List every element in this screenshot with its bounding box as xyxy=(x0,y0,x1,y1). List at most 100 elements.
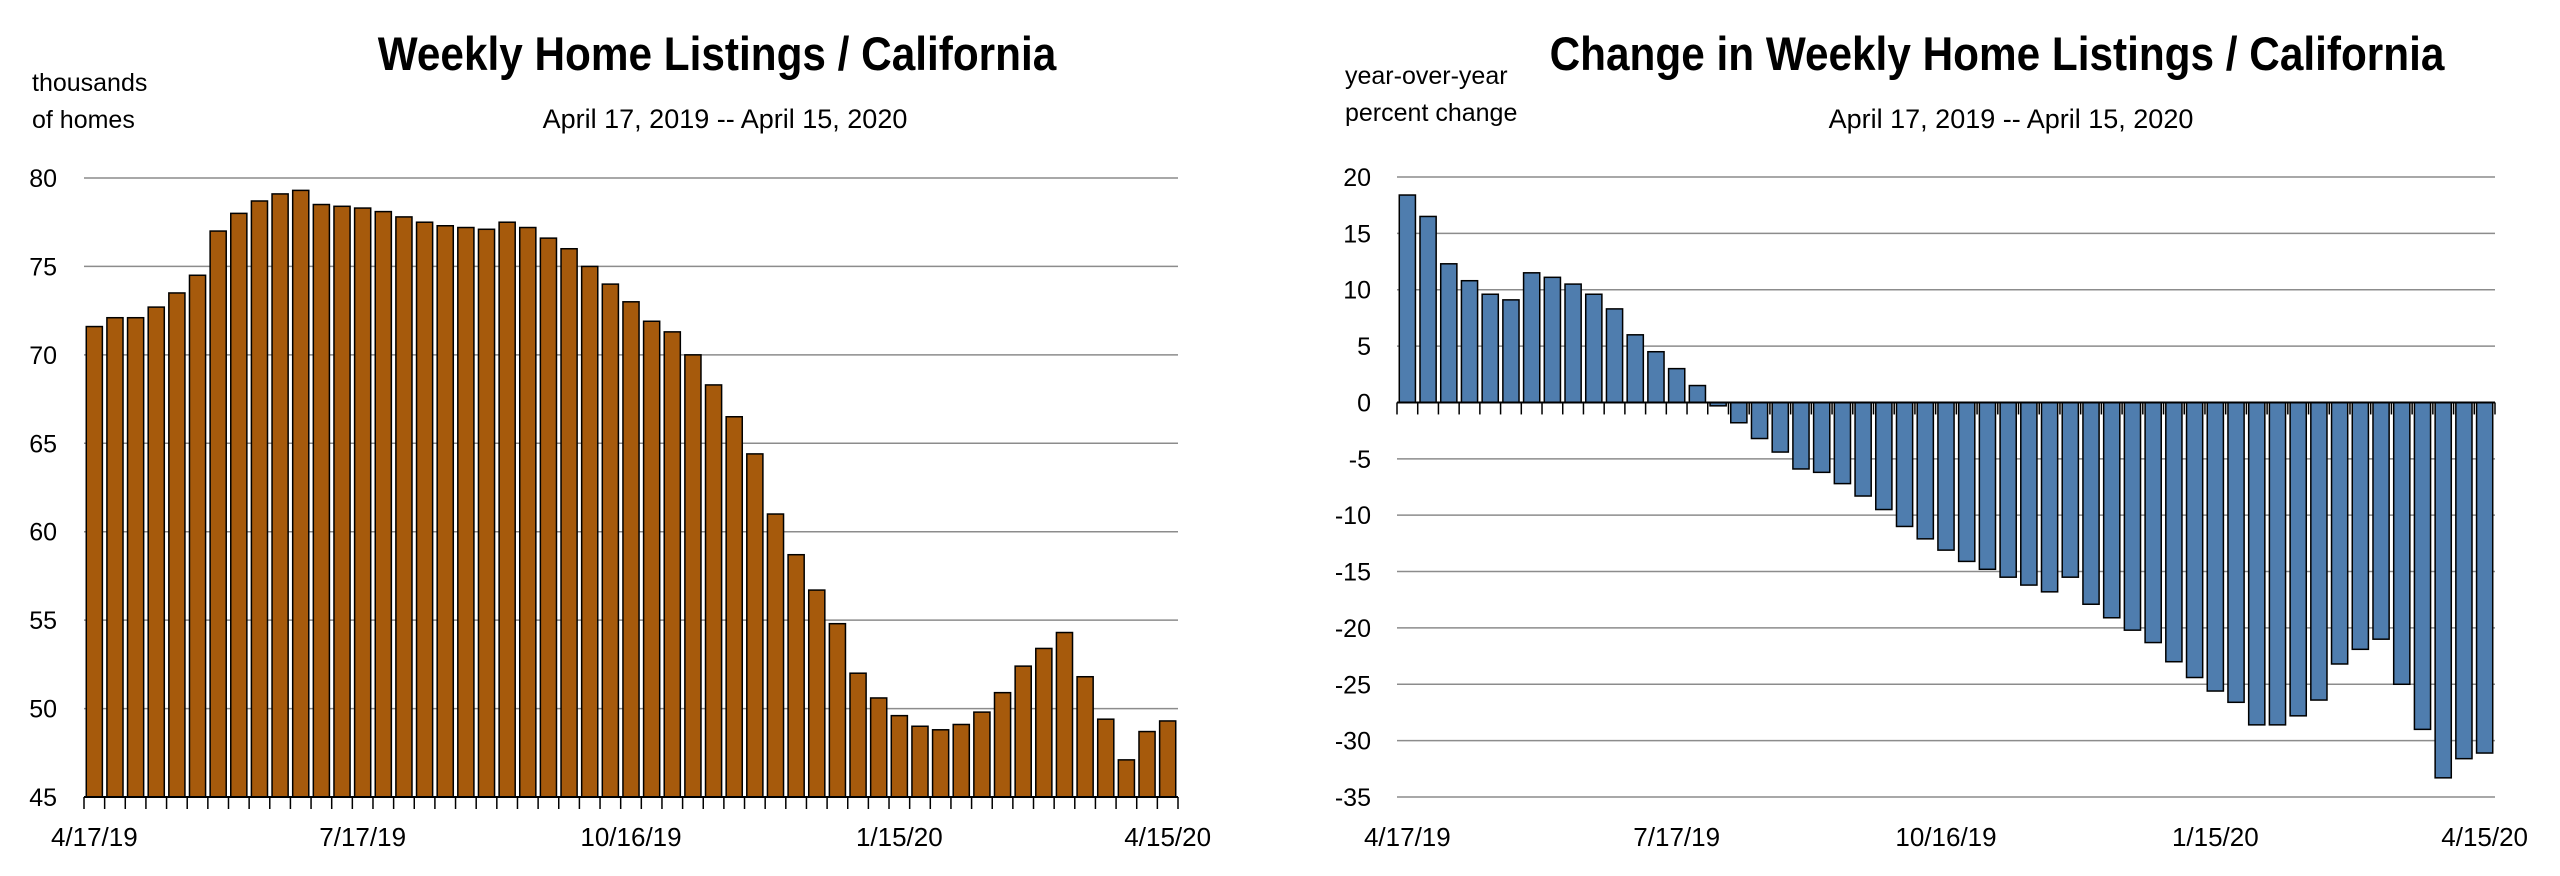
bar xyxy=(477,228,496,798)
bar xyxy=(1398,194,1417,404)
bar xyxy=(312,203,331,798)
x-tick-label: 4/15/20 xyxy=(2441,822,2528,852)
bar xyxy=(395,216,413,798)
bar xyxy=(230,212,248,798)
y-tick-label: 80 xyxy=(29,165,57,193)
bar xyxy=(1117,759,1136,798)
bar xyxy=(1055,631,1074,798)
bar xyxy=(1543,276,1562,404)
bar xyxy=(1833,401,1852,485)
bar xyxy=(580,265,599,798)
y-axis-label-line: year-over-year xyxy=(1345,62,1508,90)
bar xyxy=(147,306,166,798)
bar xyxy=(2082,401,2100,605)
bar xyxy=(1584,293,1603,404)
bar xyxy=(1854,401,1872,497)
y-tick-label: -35 xyxy=(1335,784,1371,812)
bar xyxy=(250,200,269,798)
bar xyxy=(1014,665,1032,798)
bar xyxy=(1481,293,1500,404)
bar xyxy=(1937,401,1955,551)
bar xyxy=(2206,401,2225,692)
bar xyxy=(457,226,475,798)
bar xyxy=(2434,401,2453,779)
bar xyxy=(1978,401,1997,571)
bar xyxy=(1460,279,1479,404)
x-tick-label: 10/16/19 xyxy=(1895,822,1996,852)
bar xyxy=(973,711,991,798)
x-tick-label: 7/17/19 xyxy=(319,822,406,852)
x-tick-label: 4/17/19 xyxy=(51,822,138,852)
bar xyxy=(106,316,124,798)
bar xyxy=(2268,401,2287,726)
bar xyxy=(952,723,971,798)
bar xyxy=(415,221,434,798)
bar xyxy=(2020,401,2038,586)
bar xyxy=(1730,401,1748,424)
x-tick-label: 4/15/20 xyxy=(1124,822,1211,852)
chart-title: Change in Weekly Home Listings / Califor… xyxy=(1549,27,2445,80)
bar xyxy=(807,589,826,798)
bar xyxy=(271,193,289,798)
bar xyxy=(1138,730,1156,798)
bar xyxy=(787,553,805,798)
y-tick-label: 70 xyxy=(29,342,57,370)
y-axis-label: year-over-year percent change xyxy=(1345,58,1517,132)
bar xyxy=(1895,401,1914,528)
y-tick-label: 0 xyxy=(1357,389,1371,417)
bar xyxy=(1999,401,2017,578)
bar xyxy=(518,226,537,798)
bar xyxy=(849,672,867,798)
bar xyxy=(1667,367,1686,404)
x-tick-label: 1/15/20 xyxy=(856,822,943,852)
bar xyxy=(993,691,1012,798)
bar xyxy=(663,331,682,798)
y-tick-label: 15 xyxy=(1343,220,1371,248)
y-axis-label-line: thousands xyxy=(32,69,148,97)
bar xyxy=(2247,401,2266,726)
bar xyxy=(1875,401,1893,511)
bar xyxy=(746,453,764,798)
y-tick-label: -25 xyxy=(1335,671,1371,699)
y-tick-label: -30 xyxy=(1335,728,1371,756)
bar xyxy=(168,292,186,798)
bar xyxy=(539,237,558,798)
bar xyxy=(188,274,207,798)
bar xyxy=(828,622,847,798)
bar xyxy=(1812,401,1831,474)
y-tick-label: 20 xyxy=(1343,164,1371,192)
y-tick-label: -5 xyxy=(1349,446,1371,474)
x-tick-label: 10/16/19 xyxy=(580,822,681,852)
bar xyxy=(498,221,516,798)
bar xyxy=(1096,718,1115,798)
bar xyxy=(1158,720,1177,798)
bar xyxy=(1522,272,1541,404)
bar xyxy=(1750,401,1769,440)
listings-chart-panel: Weekly Home Listings / California April … xyxy=(29,27,1211,852)
bar xyxy=(2102,401,2121,619)
bar xyxy=(869,697,888,798)
yoy-change-chart-panel: Change in Weekly Home Listings / Califor… xyxy=(1280,0,2560,876)
x-tick-label: 4/17/19 xyxy=(1364,822,1451,852)
bar xyxy=(911,725,929,798)
bar xyxy=(2040,401,2059,593)
bar xyxy=(2123,401,2142,631)
bar xyxy=(2144,401,2162,644)
y-axis-label-line: percent change xyxy=(1345,99,1518,127)
bar xyxy=(725,416,744,798)
listings-bar-chart: 45 50 55 60 65 70 75 80 4/17/19 7/17/19 10/16/19 1/… xyxy=(29,165,1211,852)
bar xyxy=(2455,401,2473,760)
y-tick-label: -15 xyxy=(1335,559,1371,587)
bar xyxy=(2413,401,2432,731)
bar xyxy=(1439,263,1458,404)
bar xyxy=(642,320,661,798)
bar xyxy=(2330,401,2349,665)
bar xyxy=(291,189,310,798)
chart-subtitle: April 17, 2019 -- April 15, 2020 xyxy=(542,104,908,134)
bar xyxy=(126,316,145,798)
y-axis-label-line: of homes xyxy=(32,106,135,134)
yoy-change-bar-chart: -35 -30 -25 -20 -15 -10 -5 0 5 10 15 20 4/17/19 7/17/… xyxy=(1335,164,2528,852)
y-tick-label: 75 xyxy=(29,253,57,281)
bar xyxy=(1076,675,1094,798)
bar xyxy=(560,247,578,798)
